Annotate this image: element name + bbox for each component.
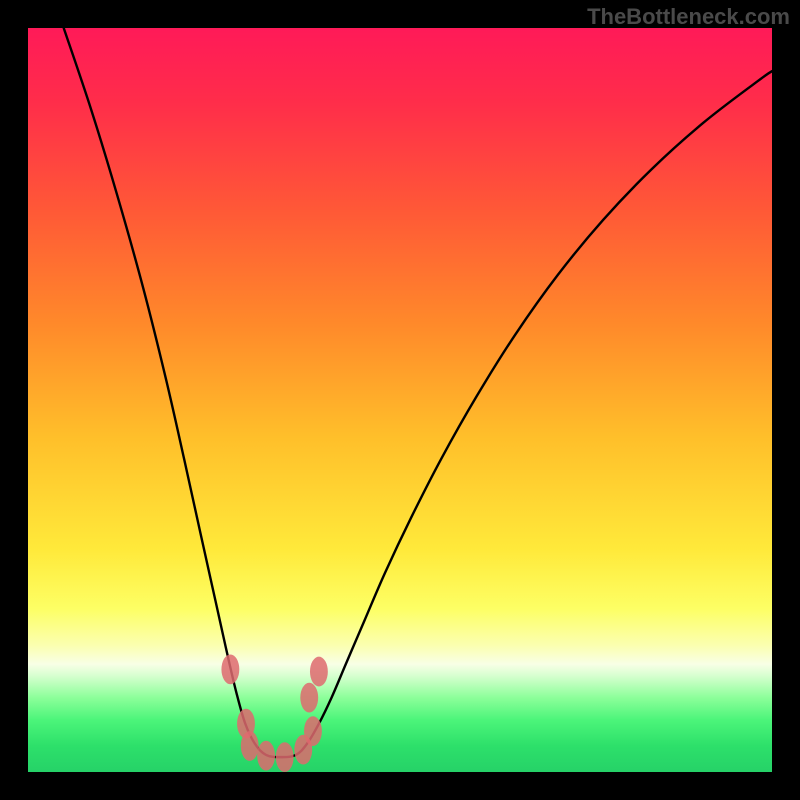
gradient-background xyxy=(28,28,772,772)
marker-point xyxy=(304,716,322,746)
chart-container: TheBottleneck.com xyxy=(0,0,800,800)
marker-point xyxy=(300,683,318,713)
plot-svg xyxy=(28,28,772,772)
marker-point xyxy=(276,742,294,772)
marker-point xyxy=(221,654,239,684)
plot-area xyxy=(28,28,772,772)
watermark-text: TheBottleneck.com xyxy=(587,4,790,30)
marker-point xyxy=(241,731,259,761)
marker-point xyxy=(257,741,275,771)
marker-point xyxy=(310,657,328,687)
